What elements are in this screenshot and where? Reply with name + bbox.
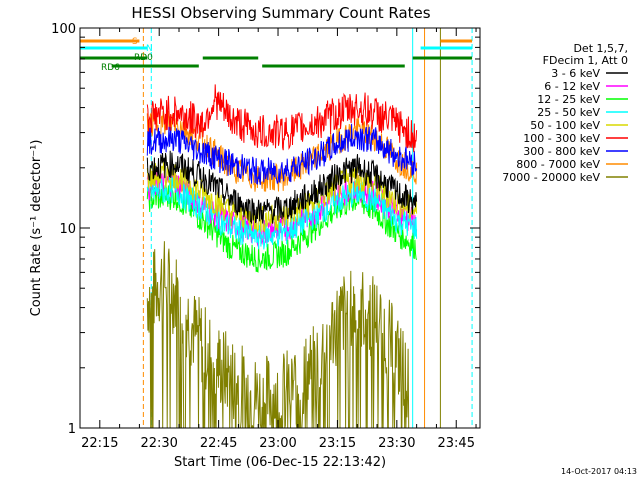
x-tick-label-5: 23:30 — [378, 436, 415, 451]
vertical-markers — [79, 28, 473, 428]
x-tick-label-1: 22:30 — [140, 436, 177, 451]
y-tick-label-2: 100 — [51, 22, 76, 37]
chart-title: HESSI Observing Summary Count Rates — [131, 4, 430, 22]
series-line-0 — [146, 150, 418, 225]
series-group — [146, 84, 418, 429]
series-line-5 — [146, 84, 418, 153]
x-tick-label-2: 22:45 — [200, 436, 237, 451]
legend-label-6: 300 - 800 keV — [523, 145, 600, 158]
y-axis-label: Count Rate (s⁻¹ detector⁻¹) — [29, 140, 44, 317]
legend-label-1: 6 - 12 keV — [544, 80, 600, 93]
legend-label-3: 25 - 50 keV — [537, 106, 600, 119]
x-axis: 22:15 22:30 22:45 23:00 23:15 23:30 23:45 — [79, 28, 477, 451]
timestamp: 14-Oct-2017 04:13 — [561, 467, 637, 476]
y-tick-label-0: 1 — [68, 422, 76, 437]
legend-label-2: 12 - 25 keV — [537, 93, 600, 106]
legend-label-4: 50 - 100 keV — [530, 119, 600, 132]
x-tick-label-6: 23:45 — [438, 436, 475, 451]
legend-label-5: 100 - 300 keV — [523, 132, 600, 145]
status-label-n: N — [146, 44, 153, 54]
y-tick-label-1: 10 — [59, 222, 76, 237]
y-axis: 1 10 100 — [51, 22, 480, 437]
x-tick-label-4: 23:15 — [319, 436, 356, 451]
x-tick-label-3: 23:00 — [259, 436, 296, 451]
status-label-rd0: RD0 — [134, 53, 153, 63]
series-line-8 — [146, 241, 410, 429]
x-tick-label-0: 22:15 — [81, 436, 118, 451]
legend-label-7: 800 - 7000 keV — [516, 158, 600, 171]
legend-header-0: Det 1,5,7, — [573, 42, 628, 55]
legend-label-8: 7000 - 20000 keV — [502, 171, 600, 184]
x-axis-label: Start Time (06-Dec-15 22:13:42) — [174, 455, 386, 470]
series-line-7 — [146, 109, 418, 192]
legend-label-0: 3 - 6 keV — [551, 67, 600, 80]
status-label-rd6: RD6 — [101, 63, 120, 73]
series-line-6 — [146, 123, 418, 185]
legend-header-1: FDecim 1, Att 0 — [543, 54, 628, 67]
status-label-s: S — [132, 37, 138, 47]
